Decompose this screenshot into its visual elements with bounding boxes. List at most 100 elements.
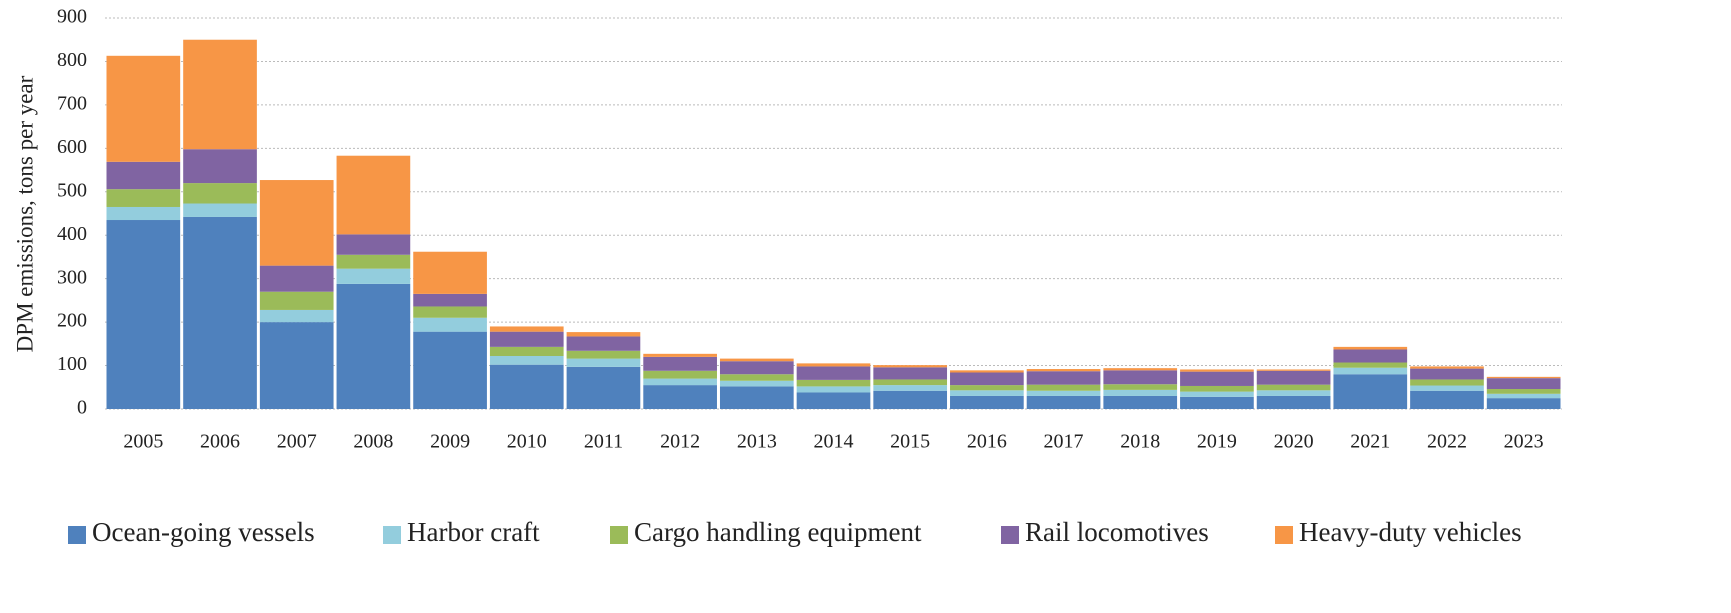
bar-segment <box>1026 395 1101 409</box>
bar-segment <box>643 353 717 357</box>
bar-segment <box>566 336 641 351</box>
bar-segment <box>1103 389 1178 396</box>
bar-segment <box>643 385 717 409</box>
legend-label: Harbor craft <box>407 517 540 547</box>
bar-segment <box>1180 391 1254 397</box>
bar-segment <box>1486 376 1561 379</box>
bar-segment <box>489 364 564 409</box>
y-tick-label: 900 <box>57 6 87 28</box>
x-tick-label: 2014 <box>814 431 854 453</box>
bar-segment <box>413 306 487 318</box>
bar-segment <box>106 189 181 207</box>
legend-swatch <box>1001 526 1019 544</box>
bar-segment <box>1486 393 1561 399</box>
legend-label: Heavy-duty vehicles <box>1299 517 1522 547</box>
legend-swatch <box>383 526 401 544</box>
bar-segment <box>183 183 257 204</box>
bar-segment <box>336 254 411 269</box>
bar-segment <box>1256 370 1331 385</box>
bar-segment <box>1410 368 1484 380</box>
y-tick-label: 600 <box>57 136 87 158</box>
x-tick-label: 2007 <box>277 431 317 453</box>
bar-segment <box>183 203 257 217</box>
bar-segment <box>566 332 641 337</box>
bar-segment <box>1410 379 1484 386</box>
bar-segment <box>1256 395 1331 409</box>
x-tick-label: 2009 <box>430 431 470 453</box>
x-tick-label: 2017 <box>1044 431 1084 453</box>
x-tick-label: 2023 <box>1504 431 1544 453</box>
x-tick-label: 2006 <box>200 431 240 453</box>
x-tick-label: 2008 <box>353 431 393 453</box>
bar-segment <box>566 358 641 367</box>
bar-segment <box>1333 362 1408 368</box>
bar-segment <box>183 149 257 184</box>
bar-segment <box>106 55 181 162</box>
bar-segment <box>1333 367 1408 375</box>
bar-segment <box>336 155 411 235</box>
bar-segment <box>1256 369 1331 371</box>
bar-segment <box>1026 371 1101 385</box>
bar-segment <box>336 234 411 255</box>
bar-segment <box>1103 368 1178 371</box>
bar-segment <box>489 331 564 347</box>
bar-segment <box>1410 385 1484 391</box>
bar-segment <box>413 293 487 307</box>
y-tick-label: 800 <box>57 49 87 71</box>
bar-segment <box>873 365 948 368</box>
y-tick-label: 700 <box>57 92 87 114</box>
bar-segment <box>873 390 948 409</box>
x-tick-label: 2019 <box>1197 431 1237 453</box>
y-tick-label: 0 <box>77 397 87 419</box>
bar-segment <box>336 283 411 409</box>
bar-segment <box>259 322 334 409</box>
bar-segment <box>796 379 871 387</box>
bar-segment <box>183 216 257 409</box>
bar-segment <box>566 366 641 409</box>
bar-segment <box>566 350 641 359</box>
bar-segment <box>1410 366 1484 369</box>
x-tick-label: 2015 <box>890 431 930 453</box>
legend-swatch <box>68 526 86 544</box>
bar-segment <box>719 361 794 375</box>
bar-segment <box>259 291 334 310</box>
bar-segment <box>106 161 181 190</box>
bar-segment <box>1180 371 1254 386</box>
bar-segment <box>719 374 794 381</box>
bar-segment <box>1333 346 1408 350</box>
bar-segment <box>950 372 1024 386</box>
bar-segment <box>719 386 794 409</box>
bar-segment <box>1256 390 1331 396</box>
bar-segment <box>413 331 487 409</box>
bar-segment <box>259 180 334 266</box>
bar-segment <box>643 378 717 386</box>
bar-segment <box>873 367 948 380</box>
legend-swatch <box>610 526 628 544</box>
bar-segment <box>1180 369 1254 372</box>
bar-segment <box>1026 384 1101 391</box>
x-tick-label: 2013 <box>737 431 777 453</box>
x-tick-label: 2011 <box>584 431 623 453</box>
bar-segment <box>183 39 257 150</box>
bar-segment <box>950 385 1024 391</box>
bar-segment <box>106 220 181 409</box>
x-tick-label: 2010 <box>507 431 547 453</box>
legend-label: Ocean-going vessels <box>92 517 315 547</box>
bar-segment <box>1486 389 1561 394</box>
bar-segment <box>1410 390 1484 409</box>
bar-segment <box>106 206 181 221</box>
bar-segment <box>259 309 334 323</box>
x-tick-label: 2012 <box>660 431 700 453</box>
bar-segment <box>1333 374 1408 409</box>
bar-segment <box>950 395 1024 409</box>
bar-segment <box>719 358 794 362</box>
x-tick-label: 2022 <box>1427 431 1467 453</box>
bar-segment <box>796 392 871 409</box>
bar-segment <box>1103 384 1178 390</box>
bar-segment <box>413 317 487 332</box>
bar-segment <box>950 390 1024 396</box>
x-tick-label: 2020 <box>1274 431 1314 453</box>
bar-segment <box>1103 395 1178 409</box>
bar-segment <box>336 268 411 284</box>
